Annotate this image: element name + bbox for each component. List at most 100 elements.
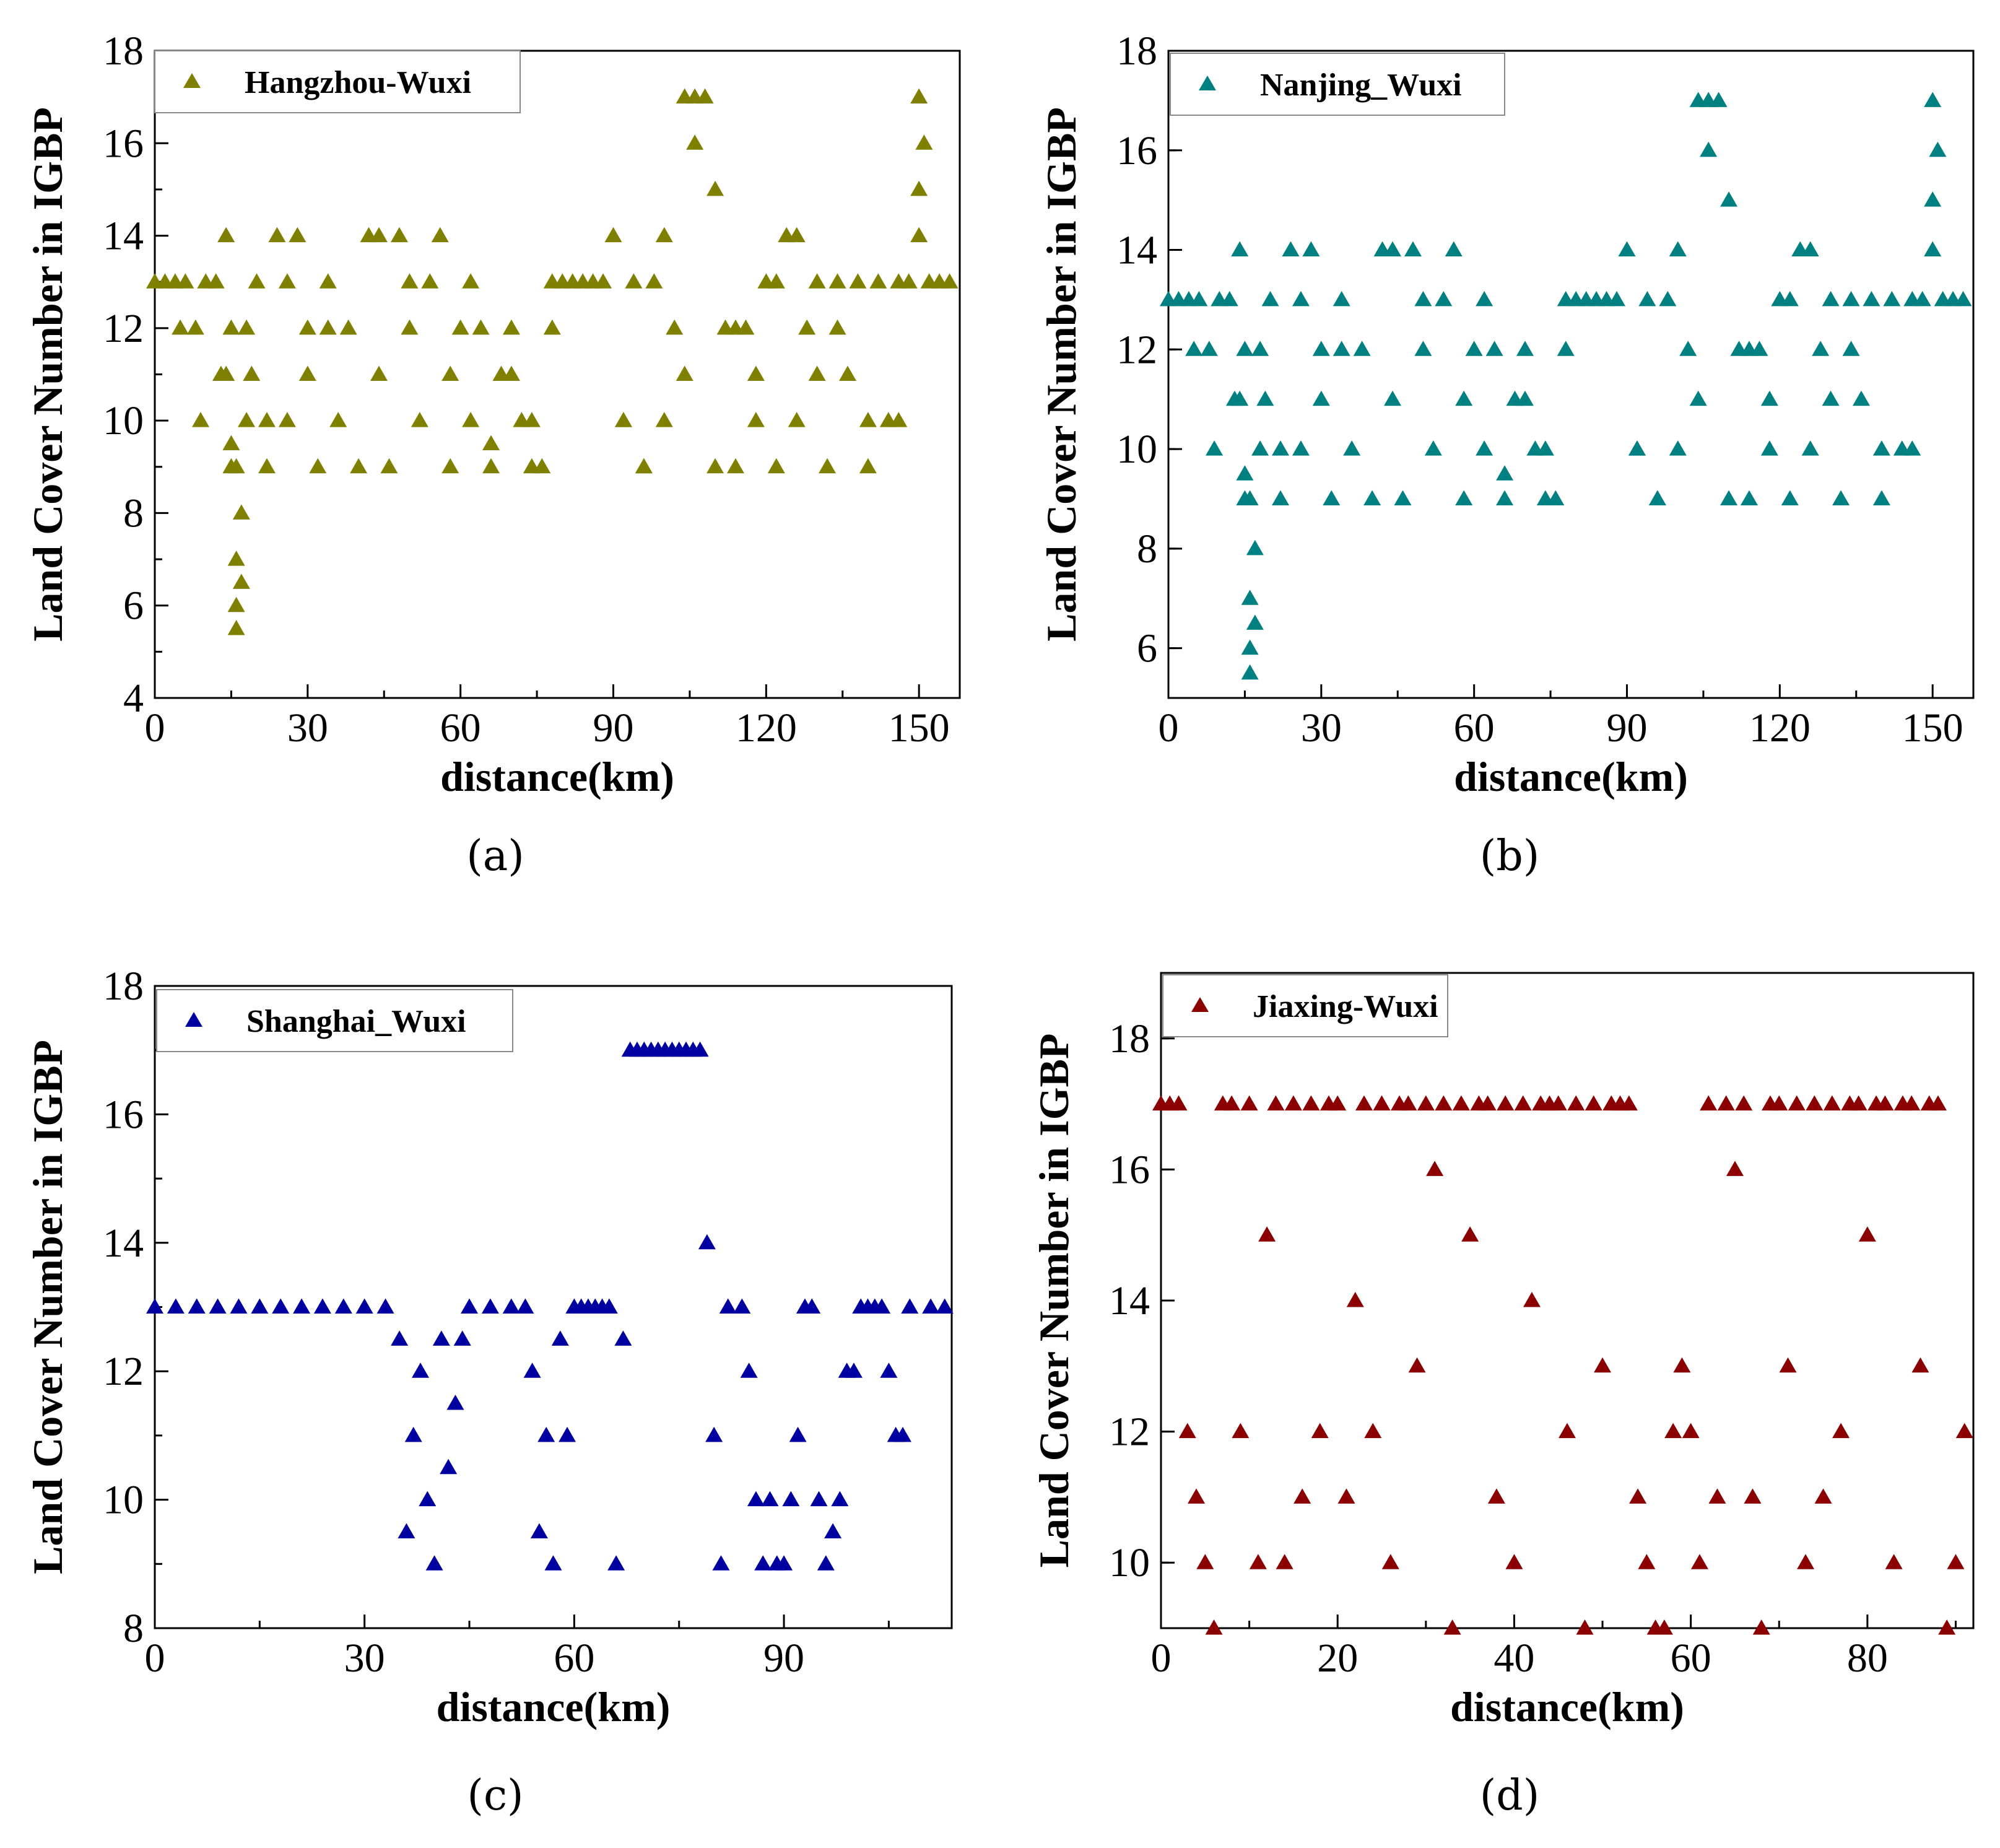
data-point [1913, 290, 1931, 307]
data-point [1620, 1095, 1638, 1111]
data-point [1735, 1095, 1753, 1111]
data-point [789, 1426, 807, 1442]
data-point [188, 1298, 206, 1314]
data-point [1638, 1554, 1656, 1569]
data-point [390, 227, 408, 243]
data-point [1740, 490, 1758, 505]
y-tick-label: 12 [1116, 327, 1157, 372]
legend-label: Hangzhou-Wuxi [245, 65, 471, 100]
data-point [1516, 341, 1534, 356]
data-point [1760, 390, 1778, 406]
data-point [1251, 341, 1269, 356]
data-point [890, 412, 908, 427]
data-point [869, 273, 887, 289]
data-point [1302, 1095, 1320, 1111]
data-point [192, 412, 210, 427]
data-point [1929, 141, 1947, 157]
data-point [1903, 440, 1921, 456]
data-point [472, 319, 490, 335]
data-point [1689, 390, 1707, 406]
y-tick-label: 4 [123, 676, 144, 721]
data-point [1842, 290, 1860, 307]
data-point [227, 596, 245, 612]
data-point [686, 134, 704, 150]
data-point [1346, 1292, 1364, 1307]
data-point [1267, 1095, 1285, 1111]
y-tick-label: 10 [103, 398, 144, 443]
data-point [1394, 490, 1412, 505]
data-point [1536, 440, 1554, 456]
x-tick-label: 30 [1301, 705, 1342, 751]
data-point [859, 458, 877, 474]
data-point [543, 319, 561, 335]
y-tick-label: 10 [1116, 427, 1157, 472]
data-point [1231, 390, 1249, 406]
data-point [1547, 490, 1565, 505]
x-tick-label: 60 [1454, 705, 1495, 751]
y-tick-label: 6 [1137, 626, 1157, 671]
data-point [533, 458, 551, 474]
data-point [313, 1298, 331, 1314]
data-point [747, 1491, 765, 1507]
data-point [828, 319, 846, 335]
data-point [1669, 241, 1687, 257]
x-axis-title: distance(km) [437, 1683, 671, 1730]
data-point [1801, 241, 1819, 257]
y-tick-label: 8 [123, 490, 144, 536]
data-point [900, 273, 918, 289]
data-point [1850, 1095, 1867, 1111]
panel-a: 0 30 60 90 120 150 4 6 8 10 12 14 16 18 distance(km) La… [24, 28, 961, 881]
plot-frame [1167, 50, 1975, 699]
y-tick-label: 16 [1116, 128, 1157, 173]
data-point [1516, 390, 1534, 406]
panel-c: 0 30 60 90 8 10 12 14 16 18 distance(km) Land Cover… [24, 964, 954, 1820]
data-point [176, 273, 194, 289]
data-point [391, 1330, 409, 1346]
data-point [502, 365, 520, 381]
data-point [1954, 290, 1972, 307]
data-point [1363, 490, 1381, 505]
data-point [1594, 1357, 1612, 1373]
data-point [227, 620, 245, 635]
data-point [645, 273, 663, 289]
data-point [1258, 1226, 1276, 1242]
data-point [910, 227, 928, 243]
data-point [1720, 191, 1738, 207]
data-point [1822, 290, 1840, 307]
data-point [1669, 440, 1687, 456]
data-point [1924, 241, 1942, 257]
data-point [1781, 290, 1799, 307]
data-point [705, 1426, 723, 1442]
data-point [1885, 1554, 1903, 1569]
data-point [1272, 440, 1290, 456]
data-point [607, 1555, 625, 1571]
data-point [726, 458, 744, 474]
data-point [1585, 1095, 1602, 1111]
data-point [412, 1362, 429, 1378]
data-point [859, 412, 877, 427]
data-point [1648, 490, 1666, 505]
data-point [1505, 1554, 1523, 1569]
y-tick-label: 18 [103, 964, 144, 1009]
data-point [482, 458, 500, 474]
data-point [1938, 1619, 1956, 1635]
data-point [319, 319, 337, 335]
y-tick-label: 6 [123, 583, 144, 629]
data-point [1760, 440, 1778, 456]
data-point [1822, 390, 1840, 406]
data-point [1381, 1554, 1399, 1569]
data-point [1679, 341, 1697, 356]
data-point [788, 227, 806, 243]
data-point [1842, 341, 1860, 356]
data-point [334, 1298, 352, 1314]
data-point [1664, 1423, 1682, 1439]
panel-caption: (a) [466, 832, 524, 881]
data-point [1700, 141, 1718, 157]
y-tick-label: 16 [103, 121, 144, 166]
data-point [1476, 290, 1493, 307]
data-point [1424, 440, 1442, 456]
data-point [1188, 1488, 1206, 1504]
data-point [1700, 1095, 1718, 1111]
y-axis-title: Land Cover Number in IGBP [24, 107, 71, 642]
data-point [1559, 1423, 1576, 1439]
